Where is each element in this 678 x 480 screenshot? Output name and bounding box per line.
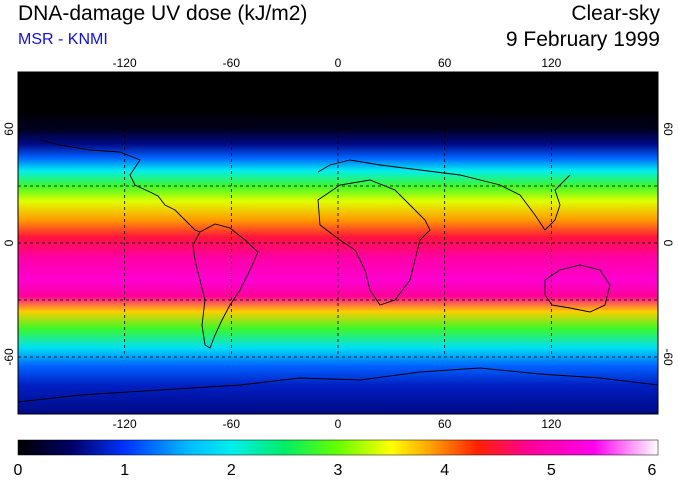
africa-coast [317, 179, 431, 306]
south-america-coast [192, 223, 259, 349]
colorbar-label: 2 [227, 462, 236, 479]
top-lon-tick-label: -60 [223, 56, 241, 70]
top-lon-tick-label: 60 [438, 56, 452, 70]
source-label: MSR - KNMI [18, 31, 108, 48]
top-lon-tick-label: 120 [541, 56, 561, 70]
right-lat-tick-label: -60 [661, 348, 675, 366]
sky-condition-label: Clear-sky [571, 2, 660, 25]
right-lat-tick-label: 0 [661, 240, 675, 247]
bottom-lon-tick-label: 0 [335, 417, 342, 431]
bottom-lon-tick-label: -60 [223, 417, 241, 431]
left-lat-tick-label: -60 [2, 348, 16, 366]
antarctica-coast [18, 367, 658, 403]
colorbar-labels: 0 1 2 3 4 5 6 [14, 462, 657, 479]
gridlines [18, 128, 658, 358]
bottom-lon-tick-label: -120 [113, 417, 137, 431]
colorbar-label: 5 [547, 462, 556, 479]
bottom-lon-tick-label: 120 [541, 417, 561, 431]
eurasia-coast [317, 159, 571, 231]
left-lat-tick-label: 0 [2, 239, 16, 246]
top-lon-tick-label: 0 [335, 56, 342, 70]
colorbar-label: 1 [120, 462, 129, 479]
colorbar-label: 6 [648, 462, 657, 479]
bottom-lon-tick-label: 60 [438, 417, 452, 431]
coastlines [18, 139, 658, 403]
axis-labels: -120 -60 0 60 120 -120 -60 0 60 120 60 0 -60 60 0 -60 [2, 56, 675, 431]
australia-coast [544, 264, 611, 313]
north-america-coast [39, 139, 201, 233]
colorbar [17, 439, 659, 456]
colorbar-label: 3 [334, 462, 343, 479]
map-title: DNA-damage UV dose (kJ/m2) [18, 2, 308, 25]
top-lon-tick-label: -120 [113, 56, 137, 70]
colorbar-label: 0 [14, 462, 23, 479]
colorbar-label: 4 [440, 462, 449, 479]
right-lat-tick-label: 60 [661, 122, 675, 136]
date-label: 9 February 1999 [505, 28, 660, 51]
left-lat-tick-label: 60 [2, 122, 16, 136]
map-frame [17, 71, 659, 415]
